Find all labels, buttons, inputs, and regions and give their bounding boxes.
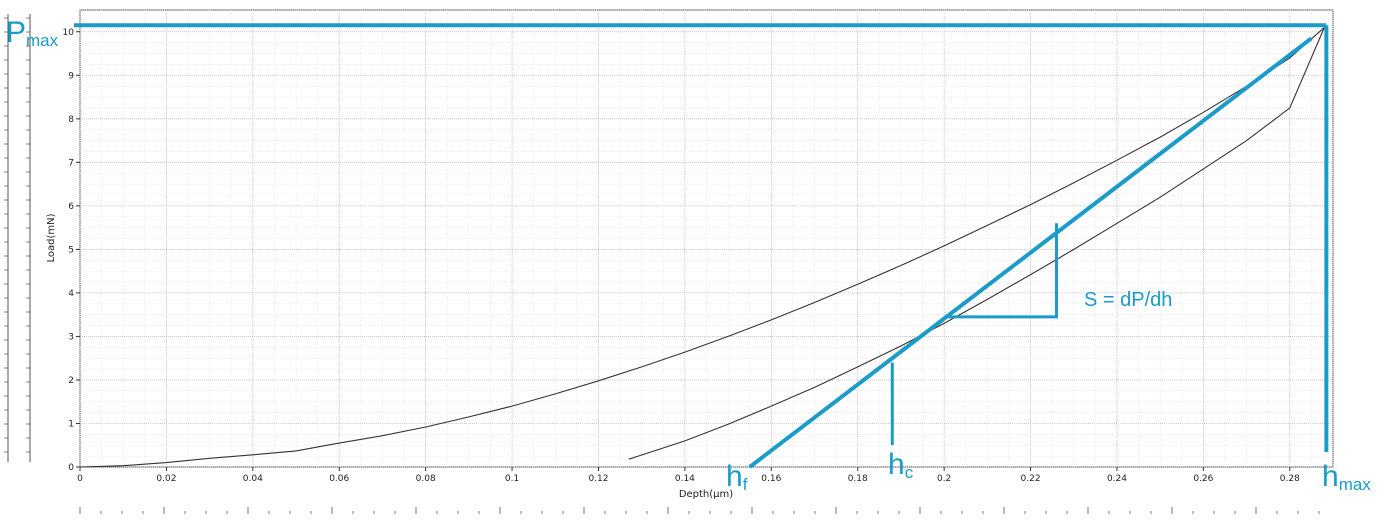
y-tick-label: 0 [68, 463, 74, 473]
y-tick-label: 3 [68, 332, 74, 342]
x-axis-title: Depth(μm) [679, 489, 733, 500]
x-tick-label: 0.28 [1280, 474, 1300, 484]
x-tick-label: 0.08 [416, 474, 436, 484]
grid-lines [79, 9, 1334, 468]
y-tick-label: 7 [68, 158, 74, 168]
x-axis-ticks: 0 0.02 0.04 0.06 0.08 0.1 0.12 0.14 0.16 0.18 0.2 0… [77, 467, 1300, 484]
y-tick-label: 8 [68, 115, 74, 125]
x-tick-label: 0.12 [588, 474, 608, 484]
y-tick-label: 5 [68, 245, 74, 255]
pmax-label: Pmax [6, 16, 59, 50]
x-tick-label: 0.22 [1021, 474, 1041, 484]
y-tick-label: 6 [68, 202, 74, 212]
x-tick-label: 0.18 [848, 474, 868, 484]
y-axis-title: Load(mN) [46, 213, 57, 262]
x-tick-label: 0.02 [156, 474, 176, 484]
x-tick-label: 0.14 [675, 474, 695, 484]
left-ruler-decoration [4, 14, 31, 462]
hf-label: hf [726, 460, 748, 494]
y-tick-label: 9 [68, 71, 74, 81]
x-tick-label: 0.06 [329, 474, 349, 484]
y-tick-label: 1 [68, 419, 74, 429]
tangent-line [748, 36, 1313, 469]
hmax-label: hmax [1322, 460, 1371, 494]
x-tick-label: 0.24 [1107, 474, 1127, 484]
x-tick-label: 0.04 [243, 474, 263, 484]
bottom-ruler-decoration [79, 507, 1320, 514]
loading-curve [79, 26, 1325, 468]
data-curves [79, 26, 1325, 468]
y-axis-ticks: 0 1 2 3 4 5 6 7 8 9 10 [63, 28, 80, 473]
hc-label: hc [888, 448, 914, 482]
y-tick-label: 4 [68, 289, 74, 299]
x-tick-label: 0.2 [937, 474, 951, 484]
x-tick-label: 0.26 [1193, 474, 1213, 484]
stiffness-label: S = dP/dh [1084, 289, 1172, 311]
x-tick-label: 0 [77, 474, 83, 484]
annotation-layer: Pmax hmax hf hc S = dP/dh [6, 16, 1371, 494]
y-tick-label: 10 [63, 28, 75, 38]
x-tick-label: 0.1 [505, 474, 519, 484]
unloading-curve [628, 27, 1325, 460]
y-tick-label: 2 [68, 376, 74, 386]
x-tick-label: 0.16 [761, 474, 781, 484]
slope-triangle [944, 223, 1058, 319]
